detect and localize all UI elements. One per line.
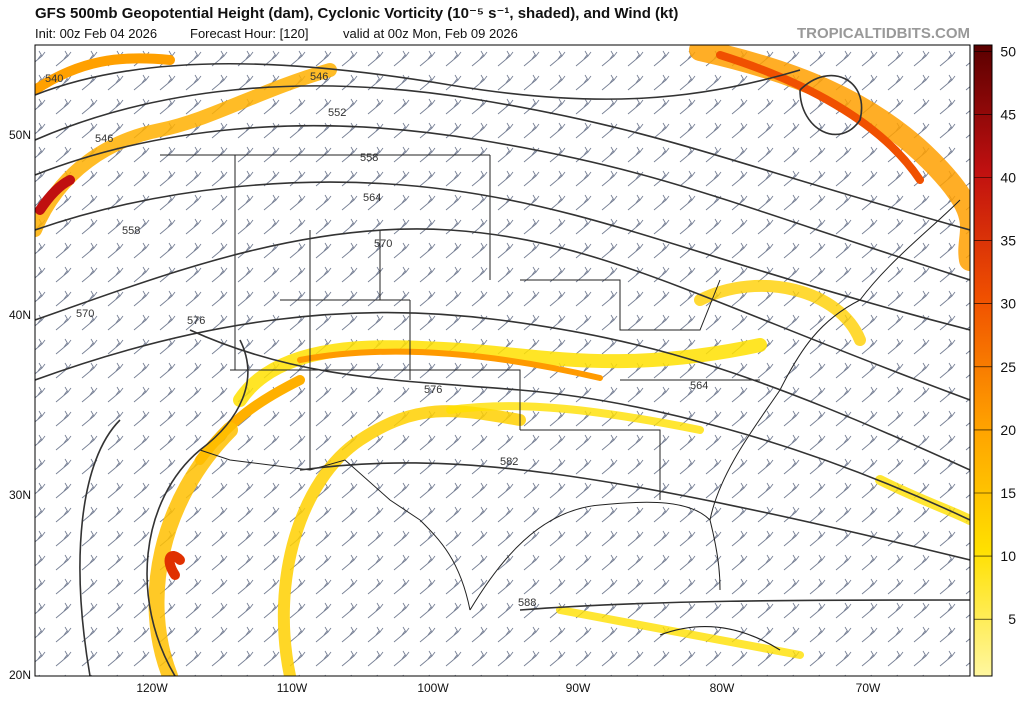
colorbar-tick-label: 10 bbox=[1000, 548, 1016, 564]
contour-label: 564 bbox=[363, 192, 381, 204]
colorbar-tick-label: 45 bbox=[1000, 106, 1016, 122]
lat-label: 50N bbox=[9, 128, 31, 142]
borders bbox=[160, 154, 961, 651]
colorbar-tick-label: 30 bbox=[1000, 296, 1016, 312]
colorbar-tick-label: 15 bbox=[1000, 485, 1016, 501]
colorbar bbox=[973, 44, 993, 677]
lon-label: 90W bbox=[566, 681, 591, 695]
lon-label: 100W bbox=[417, 681, 449, 695]
init-time: Init: 00z Feb 04 2026 bbox=[35, 26, 157, 41]
lon-label: 80W bbox=[710, 681, 735, 695]
contour-label: 540 bbox=[45, 73, 63, 85]
colorbar-tick-label: 50 bbox=[1000, 43, 1016, 59]
contour-label: 570 bbox=[76, 308, 94, 320]
longitude-labels: 120W 110W 100W 90W 80W 70W bbox=[136, 681, 881, 695]
lat-label: 40N bbox=[9, 308, 31, 322]
colorbar-tick-label: 35 bbox=[1000, 233, 1016, 249]
contour-label: 570 bbox=[374, 238, 392, 250]
contour-label: 564 bbox=[690, 380, 708, 392]
lon-label: 110W bbox=[277, 681, 308, 695]
contour-label: 576 bbox=[424, 384, 442, 396]
contour-label: 558 bbox=[360, 152, 378, 164]
forecast-hour: Forecast Hour: [120] bbox=[190, 26, 309, 41]
lon-label: 70W bbox=[856, 681, 881, 695]
lat-label: 30N bbox=[9, 488, 31, 502]
contour-label: 582 bbox=[500, 456, 518, 468]
contour-label: 546 bbox=[95, 133, 113, 145]
map-frame bbox=[34, 44, 971, 677]
contour-label: 558 bbox=[122, 225, 140, 237]
colorbar-tick-label: 20 bbox=[1000, 422, 1016, 438]
contour-label: 588 bbox=[518, 597, 536, 609]
watermark: TROPICALTIDBITS.COM bbox=[797, 25, 970, 42]
title: GFS 500mb Geopotential Height (dam), Cyc… bbox=[35, 5, 678, 22]
contour-label: 576 bbox=[187, 315, 205, 327]
lon-label: 120W bbox=[136, 681, 168, 695]
colorbar-tick-label: 40 bbox=[1000, 170, 1016, 186]
contour-label: 552 bbox=[328, 107, 346, 119]
lat-label: 20N bbox=[9, 668, 31, 682]
valid-time: valid at 00z Mon, Feb 09 2026 bbox=[343, 26, 518, 41]
colorbar-ticks: 5 10 15 20 25 30 35 40 45 50 bbox=[974, 43, 1016, 627]
contour-label: 546 bbox=[310, 71, 328, 83]
latitude-labels: 50N 40N 30N 20N bbox=[9, 128, 31, 682]
height-contours bbox=[35, 63, 970, 676]
colorbar-tick-label: 5 bbox=[1008, 611, 1016, 627]
contour-labels: 540 546 546 552 558 558 564 570 570 576 … bbox=[45, 71, 708, 609]
colorbar-tick-label: 25 bbox=[1000, 359, 1016, 375]
map-panel bbox=[35, 45, 970, 676]
